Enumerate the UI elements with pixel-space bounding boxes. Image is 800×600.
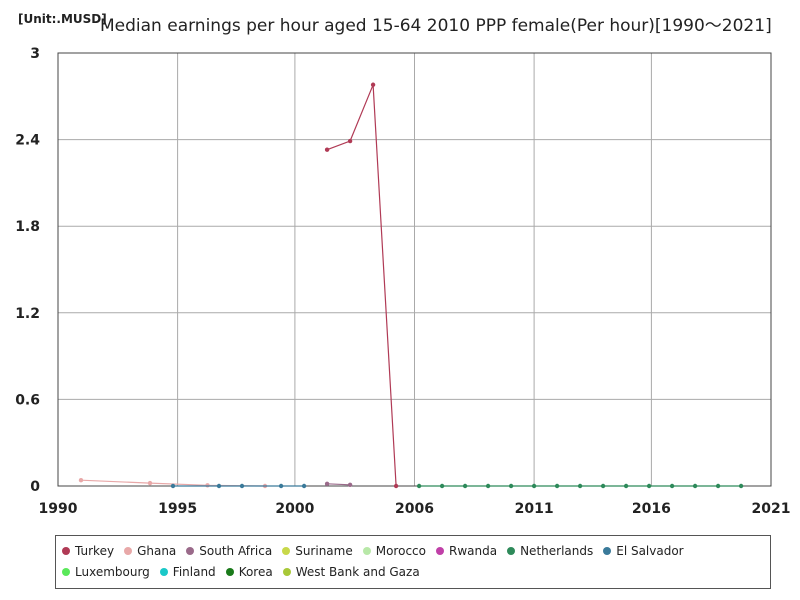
legend-item-south-africa: South Africa [186,540,272,561]
plot-frame [57,52,772,487]
legend-item-ghana: Ghana [124,540,176,561]
legend-label: Netherlands [520,543,594,558]
legend-item-suriname: Suriname [282,540,353,561]
data-point-netherlands [416,483,422,489]
legend-label: South Africa [199,543,273,558]
legend-label: West Bank and Gaza [295,564,420,579]
legend-marker-icon [62,567,70,576]
legend-marker-icon [124,546,133,555]
legend-marker-icon [507,546,516,555]
series-south-africa [324,481,353,488]
data-point-ghana [78,478,84,483]
data-point-south-africa [347,482,353,488]
series-line-turkey [326,84,397,487]
data-point-netherlands [554,483,560,489]
gridlines [57,52,772,487]
series-turkey [324,82,399,489]
legend-item-finland: Finland [159,561,216,582]
unit-label: [Unit:.MUSD] [18,12,107,26]
data-point-netherlands [439,483,445,489]
legend-label: El Salvador [616,543,684,558]
legend-marker-icon [225,567,234,576]
legend-marker-icon [159,567,168,576]
data-point-netherlands [600,483,606,489]
legend-label: Finland [172,564,216,579]
x-tick-label: 2011 [515,501,554,517]
legend-item-west-bank-and-gaza: West Bank and Gaza [282,561,420,582]
x-tick-label: 2006 [395,501,434,517]
data-point-turkey [324,147,330,152]
x-tick-label: 2021 [752,501,791,517]
legend-item-luxembourg: Luxembourg [62,561,150,582]
x-tick-label: 2000 [275,501,314,517]
series-el-salvador [170,483,307,489]
legend-marker-icon [362,546,371,555]
y-tick-label: 0.6 [15,392,40,408]
x-tick-label: 2016 [632,501,671,517]
chart-title: Median earnings per hour aged 15-64 2010… [100,16,772,36]
legend-marker-icon [62,546,70,555]
legend-marker-icon [435,546,444,555]
x-tick-label: 1995 [158,501,197,517]
data-point-el-salvador [170,483,176,489]
legend-marker-icon [603,546,612,555]
legend-label: Ghana [137,543,177,558]
legend-item-korea: Korea [225,561,273,582]
legend-label: Korea [238,564,273,579]
y-axis-ticks: 0 0.6 1.2 1.8 2.4 3 [15,46,40,495]
series-line-south-africa [327,483,351,486]
data-point-netherlands [531,483,537,489]
data-point-south-africa [324,481,330,487]
y-tick-label: 0 [30,479,40,495]
x-axis-ticks: 1990 1995 2000 2006 2011 2016 2021 [39,501,791,517]
legend: Turkey Ghana South Africa Suriname Morocco Rw… [55,535,771,589]
data-point-netherlands [462,483,468,489]
legend-item-turkey: Turkey [62,540,114,561]
y-tick-label: 1.8 [15,219,40,235]
series-group [78,82,744,489]
data-point-netherlands [577,483,583,489]
data-point-netherlands [715,483,721,489]
data-point-ghana [147,480,153,486]
data-point-el-salvador [216,483,222,489]
data-point-netherlands [485,483,491,489]
legend-label: Suriname [295,543,353,558]
legend-label: Turkey [75,543,115,558]
data-point-netherlands [623,483,629,489]
data-point-netherlands [646,483,652,489]
data-point-el-salvador [278,483,284,489]
legend-item-morocco: Morocco [362,540,426,561]
data-point-el-salvador [239,483,245,489]
data-point-netherlands [508,483,514,489]
legend-marker-icon [282,567,291,576]
legend-item-netherlands: Netherlands [507,540,593,561]
data-point-el-salvador [301,483,307,489]
legend-label: Morocco [375,543,426,558]
data-point-turkey [347,138,353,144]
legend-label: Rwanda [448,543,498,558]
data-point-netherlands [692,483,698,489]
series-netherlands [416,483,744,489]
y-tick-label: 2.4 [15,133,40,149]
data-point-turkey [370,82,376,87]
x-tick-label: 1990 [39,501,78,517]
legend-item-el-salvador: El Salvador [603,540,684,561]
data-point-ghana [205,483,210,488]
y-tick-label: 1.2 [15,306,40,322]
legend-marker-icon [186,546,195,555]
legend-label: Luxembourg [75,564,150,579]
data-point-netherlands [738,483,744,489]
data-point-turkey [393,483,399,489]
legend-item-rwanda: Rwanda [435,540,498,561]
y-tick-label: 3 [30,46,40,62]
legend-marker-icon [282,546,291,555]
data-point-netherlands [669,483,675,489]
